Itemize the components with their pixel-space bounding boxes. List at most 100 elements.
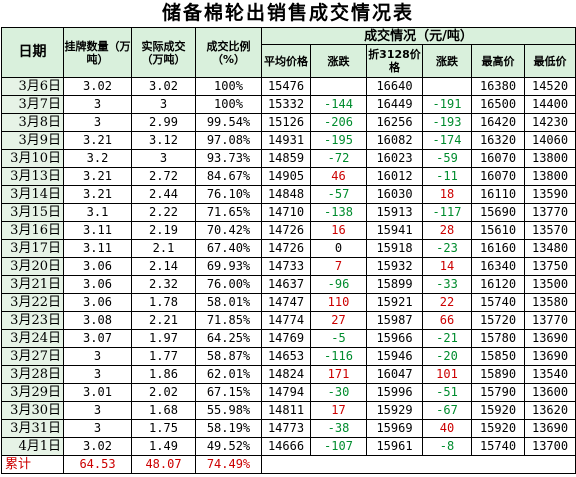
table-row: 3月7日 3 3 100% 15332 -144 16449 -191 16500 14400: [1, 95, 576, 114]
cell-change-2: -67: [422, 401, 472, 420]
cell-avg-price: 14931: [261, 131, 311, 150]
cell-high: 16320: [471, 131, 525, 150]
sales-table: 日期 挂牌数量（万吨） 实际成交（万吨） 成交比例（%） 成交情况（元/吨） 平…: [1, 27, 576, 474]
cell-low: 14060: [523, 131, 576, 150]
cell-change-1: -107: [310, 437, 367, 456]
cell-change-1: -96: [310, 275, 367, 294]
cell-change-1: -144: [310, 95, 367, 114]
cell-avg-price: 14726: [261, 221, 311, 240]
total-listed: 64.53: [63, 455, 132, 474]
cell-change-2: [422, 77, 472, 96]
cell-ratio: 58.87%: [195, 347, 262, 366]
header-date: 日期: [1, 27, 64, 78]
cell-high: 15890: [471, 365, 525, 384]
cell-change-2: -21: [422, 329, 472, 348]
cell-low: 13750: [523, 257, 576, 276]
cell-actual: 1.77: [131, 347, 196, 366]
total-actual: 48.07: [131, 455, 196, 474]
cell-conv-price: 15966: [366, 329, 423, 348]
cell-avg-price: 14733: [261, 257, 311, 276]
cell-change-1: -72: [310, 149, 367, 168]
cell-high: 16110: [471, 185, 525, 204]
cell-conv-price: 15996: [366, 383, 423, 402]
cell-conv-price: 15899: [366, 275, 423, 294]
cell-change-1: 16: [310, 221, 367, 240]
cell-low: 14520: [523, 77, 576, 96]
cell-date: 3月21日: [1, 275, 64, 294]
table-row: 3月29日 3.01 2.02 67.15% 14794 -30 15996 -51 15790…: [1, 383, 576, 402]
cell-ratio: 70.42%: [195, 221, 262, 240]
cell-avg-price: 14666: [261, 437, 311, 456]
cell-listed: 3.06: [63, 257, 132, 276]
table-row: 3月9日 3.21 3.12 97.08% 14931 -195 16082 -174 1632…: [1, 131, 576, 150]
table-row: 3月15日 3.1 2.22 71.65% 14710 -138 15913 -117 1569…: [1, 203, 576, 222]
cell-conv-price: 15921: [366, 293, 423, 312]
cell-high: 15610: [471, 221, 525, 240]
cell-actual: 1.49: [131, 437, 196, 456]
cell-change-1: -206: [310, 113, 367, 132]
cell-ratio: 64.25%: [195, 329, 262, 348]
cell-ratio: 71.65%: [195, 203, 262, 222]
table-row: 3月31日 3 1.75 58.19% 14773 -38 15969 40 15920 1369…: [1, 419, 576, 438]
cell-actual: 2.19: [131, 221, 196, 240]
table-row: 3月20日 3.06 2.14 69.93% 14733 7 15932 14 16340 137…: [1, 257, 576, 276]
table-row: 3月17日 3.11 2.1 67.40% 14726 0 15918 -23 16160 134…: [1, 239, 576, 258]
cell-ratio: 62.01%: [195, 365, 262, 384]
cell-listed: 3: [63, 419, 132, 438]
cell-conv-price: 16030: [366, 185, 423, 204]
cell-high: 16120: [471, 275, 525, 294]
table-row: 3月27日 3 1.77 58.87% 14653 -116 15946 -20 15850 13…: [1, 347, 576, 366]
cell-conv-price: 16023: [366, 149, 423, 168]
cell-conv-price: 16012: [366, 167, 423, 186]
cell-change-1: -30: [310, 383, 367, 402]
cell-actual: 3.02: [131, 77, 196, 96]
cell-change-2: -117: [422, 203, 472, 222]
cell-low: 13770: [523, 203, 576, 222]
cell-low: 13570: [523, 221, 576, 240]
cell-high: 15920: [471, 419, 525, 438]
cell-date: 4月1日: [1, 437, 64, 456]
cell-date: 3月22日: [1, 293, 64, 312]
cell-change-2: 28: [422, 221, 472, 240]
cell-low: 13690: [523, 419, 576, 438]
cell-change-1: -5: [310, 329, 367, 348]
cell-listed: 3.06: [63, 275, 132, 294]
cell-change-2: -51: [422, 383, 472, 402]
table-body: 3月6日 3.02 3.02 100% 15476 16640 16380 14520 3月7日…: [1, 77, 576, 474]
cell-actual: 1.97: [131, 329, 196, 348]
cell-ratio: 100%: [195, 77, 262, 96]
cell-listed: 3.08: [63, 311, 132, 330]
cell-low: 13600: [523, 383, 576, 402]
table-row: 3月22日 3.06 1.78 58.01% 14747 110 15921 22 15740 1…: [1, 293, 576, 312]
table-row: 4月1日 3.02 1.49 49.52% 14666 -107 15961 -8 15740 1…: [1, 437, 576, 456]
cell-conv-price: 16640: [366, 77, 423, 96]
cell-change-1: -38: [310, 419, 367, 438]
table-row: 3月24日 3.07 1.97 64.25% 14769 -5 15966 -21 15780 1…: [1, 329, 576, 348]
cell-conv-price: 15969: [366, 419, 423, 438]
header-high: 最高价: [471, 44, 525, 78]
cell-date: 3月28日: [1, 365, 64, 384]
cell-ratio: 49.52%: [195, 437, 262, 456]
cell-ratio: 69.93%: [195, 257, 262, 276]
cell-listed: 3.21: [63, 131, 132, 150]
cell-change-2: -23: [422, 239, 472, 258]
cell-high: 16070: [471, 149, 525, 168]
cell-avg-price: 14769: [261, 329, 311, 348]
cell-actual: 2.44: [131, 185, 196, 204]
cell-change-1: 171: [310, 365, 367, 384]
cell-low: 14400: [523, 95, 576, 114]
cell-actual: 1.78: [131, 293, 196, 312]
cell-date: 3月24日: [1, 329, 64, 348]
cell-avg-price: 14637: [261, 275, 311, 294]
cell-actual: 3: [131, 149, 196, 168]
cell-actual: 2.02: [131, 383, 196, 402]
cell-date: 3月15日: [1, 203, 64, 222]
cell-change-2: 14: [422, 257, 472, 276]
cell-listed: 3.2: [63, 149, 132, 168]
cell-listed: 3.11: [63, 221, 132, 240]
cell-avg-price: 14747: [261, 293, 311, 312]
cell-avg-price: 14774: [261, 311, 311, 330]
cell-ratio: 76.10%: [195, 185, 262, 204]
cell-date: 3月29日: [1, 383, 64, 402]
cell-actual: 3: [131, 95, 196, 114]
